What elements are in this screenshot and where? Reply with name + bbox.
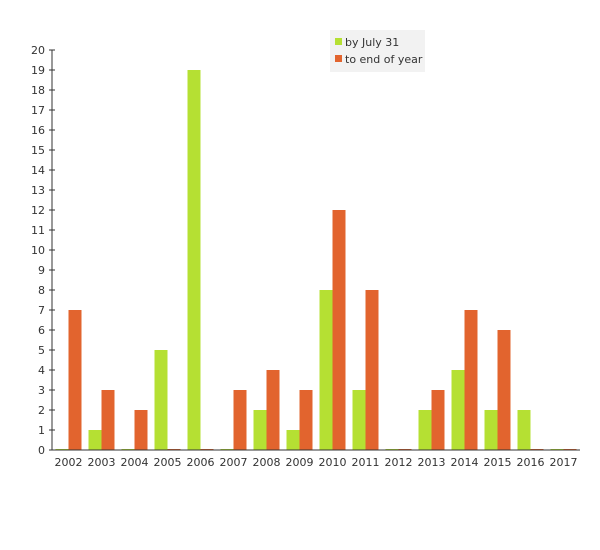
x-tick-label: 2009 bbox=[286, 456, 314, 469]
bar-by-july-31-2005 bbox=[154, 350, 168, 450]
x-tick-label: 2008 bbox=[253, 456, 281, 469]
y-tick-label: 8 bbox=[38, 284, 45, 297]
x-tick-label: 2011 bbox=[352, 456, 380, 469]
y-tick-label: 19 bbox=[31, 64, 45, 77]
legend-swatch-to-end-of-year bbox=[335, 55, 342, 62]
bar-to-end-of-year-2008 bbox=[266, 370, 280, 450]
y-tick-label: 1 bbox=[38, 424, 45, 437]
y-tick-label: 20 bbox=[31, 44, 45, 57]
y-tick-label: 14 bbox=[31, 164, 45, 177]
x-tick-label: 2016 bbox=[517, 456, 545, 469]
y-tick-label: 12 bbox=[31, 204, 45, 217]
y-tick-label: 5 bbox=[38, 344, 45, 357]
bar-to-end-of-year-2011 bbox=[365, 290, 379, 450]
legend-label-by-july-31: by July 31 bbox=[345, 36, 399, 49]
y-tick-label: 0 bbox=[38, 444, 45, 457]
x-tick-label: 2014 bbox=[451, 456, 479, 469]
x-tick-label: 2004 bbox=[121, 456, 149, 469]
legend-box bbox=[330, 30, 425, 72]
bar-by-july-31-2014 bbox=[451, 370, 465, 450]
y-tick-label: 15 bbox=[31, 144, 45, 157]
bar-to-end-of-year-2004 bbox=[134, 410, 148, 450]
y-tick-label: 7 bbox=[38, 304, 45, 317]
x-tick-label: 2002 bbox=[55, 456, 83, 469]
bar-by-july-31-2008 bbox=[253, 410, 267, 450]
bar-by-july-31-2015 bbox=[484, 410, 498, 450]
bar-by-july-31-2010 bbox=[319, 290, 333, 450]
y-tick-label: 17 bbox=[31, 104, 45, 117]
y-tick-label: 10 bbox=[31, 244, 45, 257]
x-tick-label: 2013 bbox=[418, 456, 446, 469]
x-labels-group: 2002 2003 2004 2005 2006 2007 2008 2009 2010 2011… bbox=[55, 456, 578, 469]
bar-to-end-of-year-2010 bbox=[332, 210, 346, 450]
bars-group bbox=[55, 70, 577, 450]
y-tick-label: 2 bbox=[38, 404, 45, 417]
bar-by-july-31-2009 bbox=[286, 430, 300, 450]
bar-to-end-of-year-2015 bbox=[497, 330, 511, 450]
x-tick-label: 2010 bbox=[319, 456, 347, 469]
x-tick-label: 2012 bbox=[385, 456, 413, 469]
y-tick-label: 9 bbox=[38, 264, 45, 277]
bar-to-end-of-year-2002 bbox=[68, 310, 82, 450]
bar-to-end-of-year-2013 bbox=[431, 390, 445, 450]
bar-by-july-31-2003 bbox=[88, 430, 102, 450]
x-tick-label: 2003 bbox=[88, 456, 116, 469]
y-tick-label: 18 bbox=[31, 84, 45, 97]
bar-by-july-31-2013 bbox=[418, 410, 432, 450]
bar-by-july-31-2006 bbox=[187, 70, 201, 450]
x-tick-label: 2015 bbox=[484, 456, 512, 469]
bar-to-end-of-year-2009 bbox=[299, 390, 313, 450]
x-tick-label: 2006 bbox=[187, 456, 215, 469]
bar-to-end-of-year-2003 bbox=[101, 390, 115, 450]
y-tick-label: 4 bbox=[38, 364, 45, 377]
x-tick-label: 2007 bbox=[220, 456, 248, 469]
legend-label-to-end-of-year: to end of year bbox=[345, 53, 423, 66]
legend: by July 31 to end of year bbox=[330, 30, 425, 72]
x-tick-label: 2005 bbox=[154, 456, 182, 469]
y-tick-label: 3 bbox=[38, 384, 45, 397]
y-tick-label: 11 bbox=[31, 224, 45, 237]
x-tick-label: 2017 bbox=[550, 456, 578, 469]
bar-by-july-31-2011 bbox=[352, 390, 366, 450]
y-tick-label: 16 bbox=[31, 124, 45, 137]
bar-by-july-31-2016 bbox=[517, 410, 531, 450]
legend-swatch-by-july-31 bbox=[335, 38, 342, 45]
bar-to-end-of-year-2014 bbox=[464, 310, 478, 450]
y-tick-label: 13 bbox=[31, 184, 45, 197]
y-tick-label: 6 bbox=[38, 324, 45, 337]
bar-to-end-of-year-2007 bbox=[233, 390, 247, 450]
